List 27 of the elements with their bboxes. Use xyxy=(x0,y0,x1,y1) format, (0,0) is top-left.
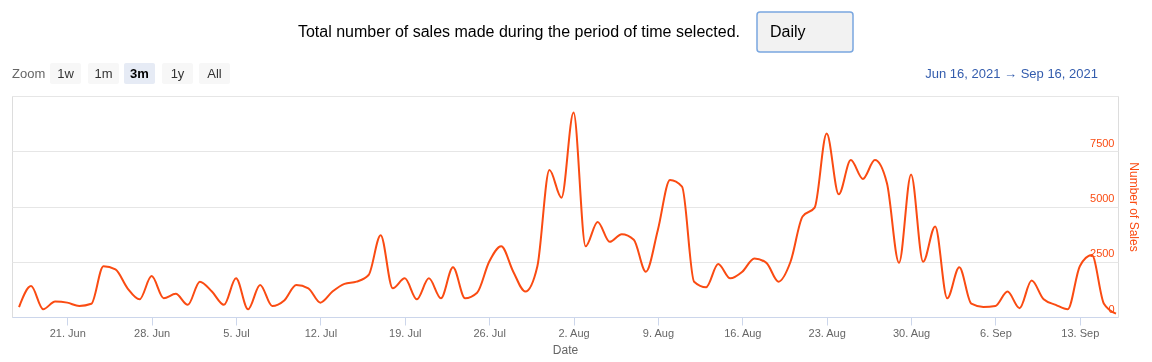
text: 1y xyxy=(170,66,185,81)
x-tick-label: 21. Jun xyxy=(49,326,86,339)
text: Zoom xyxy=(12,66,46,81)
text: All xyxy=(207,66,222,81)
text: Jun 16, 2021 → Sep 16, 2021 xyxy=(925,66,1098,81)
x-tick-label: 23. Aug xyxy=(808,326,846,339)
x-tick-label: 16. Aug xyxy=(724,326,762,339)
y-tick-label: 7500 xyxy=(1090,136,1115,149)
text: Daily xyxy=(770,23,806,40)
chart-title: Total number of sales made during the period of time selected. xyxy=(297,23,740,40)
x-tick-label: 13. Sep xyxy=(1061,326,1100,339)
x-tick-label: 26. Jul xyxy=(473,326,506,339)
text: 3m xyxy=(130,66,149,81)
x-tick-label: 30. Aug xyxy=(892,326,931,339)
x-axis-title: Date xyxy=(552,342,579,357)
text: 1w xyxy=(57,66,75,81)
y-tick-label: 5000 xyxy=(1090,192,1115,204)
x-tick-label: 28. Jun xyxy=(134,326,171,339)
text: 1m xyxy=(94,66,113,81)
x-tick-label: 9. Aug xyxy=(642,326,675,339)
x-tick-label: 5. Jul xyxy=(223,326,250,339)
x-tick-label: 12. Jul xyxy=(304,326,338,339)
x-tick-label: 2. Aug xyxy=(558,326,590,339)
y-axis-title: Number of Sales xyxy=(1126,162,1141,252)
x-tick-label: 19. Jul xyxy=(389,326,422,339)
x-tick-label: 6. Sep xyxy=(980,326,1012,339)
y-tick-label: 2500 xyxy=(1090,247,1115,260)
